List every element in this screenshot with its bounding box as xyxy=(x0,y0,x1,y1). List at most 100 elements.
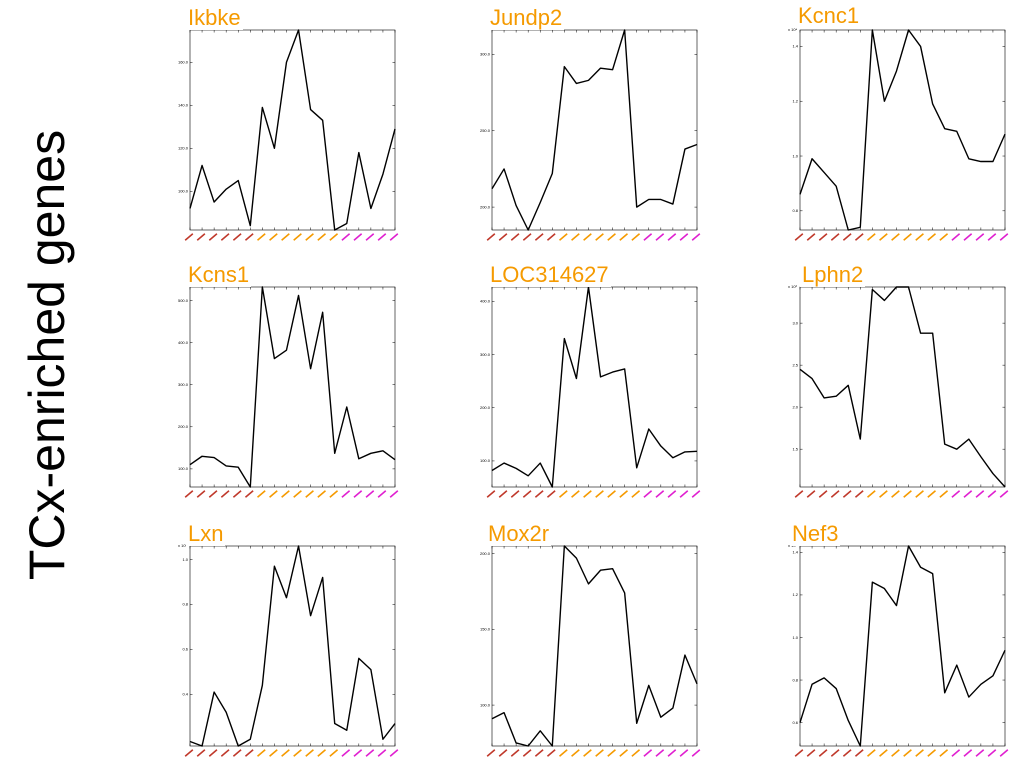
x-category-label-mark xyxy=(329,233,339,241)
x-category-label-mark xyxy=(987,490,997,498)
x-category-label-mark xyxy=(806,749,816,757)
x-category-label-mark xyxy=(691,233,701,241)
chart-svg: x 10³ 1.5 2.0 2.5 3.0 xyxy=(788,284,1009,498)
chart-panel-lphn2: Lphn2 x 10³ 1.5 2.0 2.5 3.0 xyxy=(775,261,1015,521)
x-category-label-mark xyxy=(365,490,375,498)
x-category-label-mark xyxy=(281,749,290,757)
x-category-label-mark xyxy=(293,749,302,757)
plot-frame xyxy=(799,29,1006,231)
y-tick-label: 2.0 xyxy=(792,404,798,409)
y-tick-label: 1.0 xyxy=(182,557,188,562)
x-category-label-mark xyxy=(498,749,508,757)
x-category-label-mark xyxy=(975,749,985,757)
y-tick-label: 1.5 xyxy=(792,446,798,451)
x-category-label-mark xyxy=(854,490,864,498)
x-category-label-mark xyxy=(293,490,302,498)
x-category-label-mark xyxy=(317,233,326,241)
x-category-label-mark xyxy=(389,490,399,498)
x-category-label-mark xyxy=(915,490,924,498)
x-category-label-mark xyxy=(377,749,387,757)
x-category-label-mark xyxy=(220,749,230,757)
x-category-label-mark xyxy=(667,490,677,498)
x-category-label-mark xyxy=(546,490,556,498)
chart-svg: 100.0 200.0 300.0 400.0 500.0 xyxy=(178,286,399,498)
x-category-label-mark xyxy=(208,233,218,241)
x-category-label-mark xyxy=(939,490,949,498)
x-category-label-mark xyxy=(257,490,266,498)
x-category-label-mark xyxy=(329,749,339,757)
x-category-label-mark xyxy=(854,749,864,757)
series-line xyxy=(799,545,1006,747)
gene-title: Ikbke xyxy=(186,5,243,30)
y-tick-label: 0.6 xyxy=(182,647,188,652)
x-category-label-mark xyxy=(854,233,864,241)
x-category-label-mark xyxy=(927,490,936,498)
x-category-label-mark xyxy=(257,233,266,241)
gene-title: Kcns1 xyxy=(186,262,252,287)
x-category-label-mark xyxy=(353,233,363,241)
y-tick-label: 1.2 xyxy=(792,592,798,597)
x-category-label-mark xyxy=(269,233,278,241)
x-category-label-mark xyxy=(867,490,876,498)
x-category-label-mark xyxy=(818,749,828,757)
x-category-label-mark xyxy=(510,749,520,757)
x-category-label-mark xyxy=(184,233,194,241)
y-tick-label: 100.0 xyxy=(480,458,491,463)
x-category-label-mark xyxy=(903,490,912,498)
x-category-label-mark xyxy=(963,233,973,241)
x-category-label-mark xyxy=(220,490,230,498)
chart-svg: 100.0 200.0 300.0 400.0 xyxy=(480,286,701,498)
x-category-label-mark xyxy=(196,749,206,757)
x-category-label-mark xyxy=(305,490,314,498)
gene-title: Jundp2 xyxy=(488,5,565,30)
x-category-label-mark xyxy=(353,490,363,498)
x-category-label-mark xyxy=(281,233,290,241)
x-category-label-mark xyxy=(269,749,278,757)
x-category-label-mark xyxy=(232,749,242,757)
x-category-label-mark xyxy=(353,749,363,757)
x-category-label-mark xyxy=(691,749,701,757)
x-category-label-mark xyxy=(546,233,556,241)
y-tick-label: 0.8 xyxy=(792,208,798,213)
x-category-label-mark xyxy=(184,490,194,498)
x-category-label-mark xyxy=(975,490,985,498)
x-category-label-mark xyxy=(486,490,496,498)
x-category-label-mark xyxy=(257,749,266,757)
chart-panel-kcnc1: Kcnc1 x 10⁴ 0.8 1.0 1.2 1.4 xyxy=(775,4,1015,264)
x-category-label-mark xyxy=(879,749,888,757)
x-category-label-mark xyxy=(631,749,641,757)
chart-panel-loc314627: LOC314627 100.0 200.0 300.0 400.0 xyxy=(467,261,707,521)
x-category-label-mark xyxy=(794,490,804,498)
x-category-label-mark xyxy=(583,749,592,757)
x-category-label-mark xyxy=(903,233,912,241)
x-category-label-mark xyxy=(691,490,701,498)
series-line xyxy=(189,286,396,488)
x-category-label-mark xyxy=(196,233,206,241)
series-line xyxy=(799,286,1006,488)
x-category-label-mark xyxy=(830,490,840,498)
y-tick-label: 0.8 xyxy=(182,602,188,607)
chart-panel-jundp2: Jundp2 200.0 250.0 300.0 xyxy=(467,4,707,264)
y-tick-label: 1.2 xyxy=(792,99,798,104)
x-category-label-mark xyxy=(583,490,592,498)
x-category-label-mark xyxy=(595,749,604,757)
x-category-label-mark xyxy=(867,749,876,757)
x-category-label-mark xyxy=(571,233,580,241)
y-tick-label: 100.0 xyxy=(480,702,491,707)
x-category-label-mark xyxy=(842,233,852,241)
x-category-label-mark xyxy=(667,233,677,241)
x-category-label-mark xyxy=(891,490,900,498)
chart-svg: 100.0 120.0 140.0 160.0 xyxy=(178,29,399,241)
chart-panel-kcns1: Kcns1 100.0 200.0 300.0 400.0 500.0 xyxy=(165,261,405,521)
x-category-label-mark xyxy=(999,233,1009,241)
x-category-label-mark xyxy=(607,233,616,241)
x-category-label-mark xyxy=(939,749,949,757)
y-tick-label: 1.4 xyxy=(792,44,798,49)
x-category-label-mark xyxy=(963,749,973,757)
x-category-label-mark xyxy=(879,490,888,498)
y-tick-label: 300.0 xyxy=(480,52,491,57)
x-category-label-mark xyxy=(987,749,997,757)
y-tick-label: 0.4 xyxy=(182,692,188,697)
x-category-label-mark xyxy=(184,749,194,757)
